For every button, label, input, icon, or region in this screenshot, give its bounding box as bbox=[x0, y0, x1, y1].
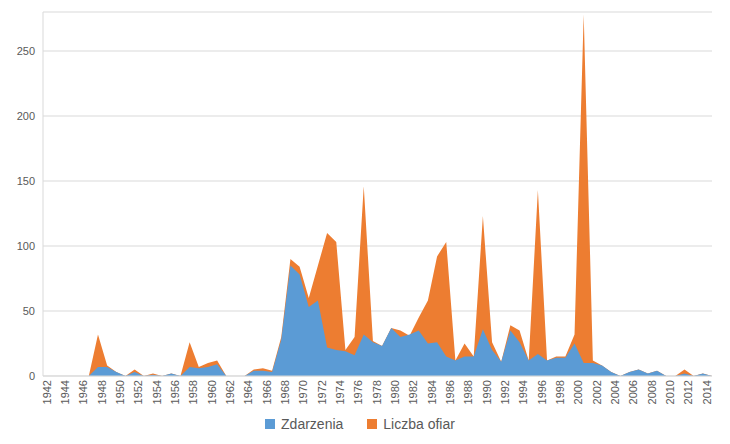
svg-text:1974: 1974 bbox=[334, 380, 346, 404]
svg-text:1952: 1952 bbox=[132, 380, 144, 404]
svg-text:1954: 1954 bbox=[151, 380, 163, 404]
svg-text:1998: 1998 bbox=[554, 380, 566, 404]
svg-text:2002: 2002 bbox=[591, 380, 603, 404]
svg-text:2006: 2006 bbox=[627, 380, 639, 404]
svg-text:1958: 1958 bbox=[187, 380, 199, 404]
svg-text:2008: 2008 bbox=[646, 380, 658, 404]
svg-text:2014: 2014 bbox=[701, 380, 713, 404]
svg-text:1970: 1970 bbox=[297, 380, 309, 404]
svg-text:1994: 1994 bbox=[517, 380, 529, 404]
svg-text:1976: 1976 bbox=[352, 380, 364, 404]
svg-text:1960: 1960 bbox=[206, 380, 218, 404]
svg-text:250: 250 bbox=[17, 45, 35, 57]
svg-text:1966: 1966 bbox=[261, 380, 273, 404]
svg-text:1978: 1978 bbox=[371, 380, 383, 404]
svg-text:200: 200 bbox=[17, 110, 35, 122]
svg-text:1982: 1982 bbox=[407, 380, 419, 404]
svg-text:1944: 1944 bbox=[59, 380, 71, 404]
svg-text:1990: 1990 bbox=[481, 380, 493, 404]
svg-text:1962: 1962 bbox=[224, 380, 236, 404]
svg-text:150: 150 bbox=[17, 175, 35, 187]
svg-text:1988: 1988 bbox=[462, 380, 474, 404]
svg-text:1972: 1972 bbox=[316, 380, 328, 404]
svg-text:1980: 1980 bbox=[389, 380, 401, 404]
svg-text:1986: 1986 bbox=[444, 380, 456, 404]
svg-text:1964: 1964 bbox=[242, 380, 254, 404]
svg-text:100: 100 bbox=[17, 240, 35, 252]
svg-text:50: 50 bbox=[23, 305, 35, 317]
svg-text:1950: 1950 bbox=[114, 380, 126, 404]
svg-text:1992: 1992 bbox=[499, 380, 511, 404]
svg-text:0: 0 bbox=[29, 370, 35, 382]
html-text:Zdarzenia: Zdarzenia bbox=[281, 416, 344, 432]
svg-text:1946: 1946 bbox=[77, 380, 89, 404]
svg-text:1968: 1968 bbox=[279, 380, 291, 404]
html-text:Liczba ofiar: Liczba ofiar bbox=[383, 416, 455, 432]
svg-text:1996: 1996 bbox=[536, 380, 548, 404]
svg-text:1942: 1942 bbox=[41, 380, 53, 404]
svg-text:2000: 2000 bbox=[572, 380, 584, 404]
svg-text:1984: 1984 bbox=[426, 380, 438, 404]
svg-text:2012: 2012 bbox=[682, 380, 694, 404]
svg-text:2004: 2004 bbox=[609, 380, 621, 404]
svg-text:2010: 2010 bbox=[664, 380, 676, 404]
svg-text:1956: 1956 bbox=[169, 380, 181, 404]
svg-text:1948: 1948 bbox=[96, 380, 108, 404]
